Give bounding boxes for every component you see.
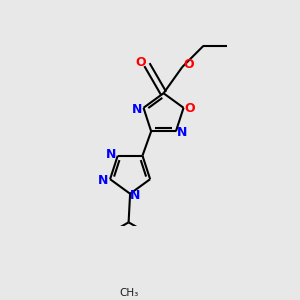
Text: O: O bbox=[184, 58, 194, 71]
Text: O: O bbox=[135, 56, 146, 69]
Text: N: N bbox=[106, 148, 116, 161]
Text: N: N bbox=[130, 190, 141, 202]
Text: N: N bbox=[177, 126, 187, 139]
Text: O: O bbox=[184, 102, 195, 115]
Text: CH₃: CH₃ bbox=[119, 289, 138, 298]
Text: N: N bbox=[132, 103, 143, 116]
Text: N: N bbox=[98, 174, 109, 187]
